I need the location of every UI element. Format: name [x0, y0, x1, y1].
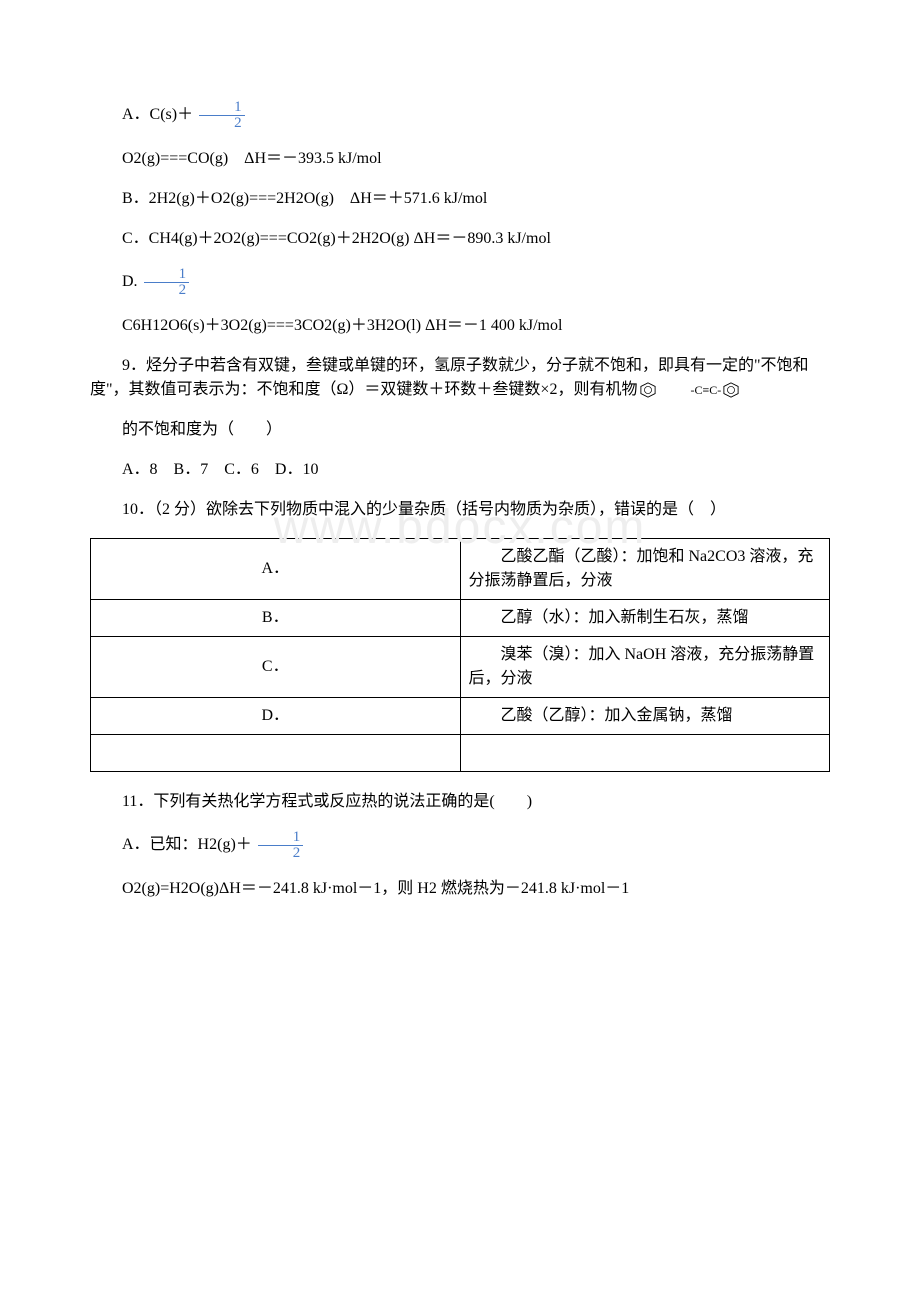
- option-label: A．: [91, 539, 461, 600]
- text: 10．（2 分）欲除去下列物质中混入的少量杂质（括号内物质为杂质），错误的是（ …: [122, 501, 726, 518]
- option-label: B．: [91, 600, 461, 637]
- text: C．CH4(g)＋2O2(g)===CO2(g)＋2H2O(g) ΔH＝－890…: [122, 230, 551, 247]
- q8-option-a-line2: O2(g)===CO(g) ΔH＝－393.5 kJ/mol: [90, 147, 830, 171]
- q8-option-b: B．2H2(g)＋O2(g)===2H2O(g) ΔH＝＋571.6 kJ/mo…: [90, 187, 830, 211]
- fraction-half: 1 2: [258, 830, 304, 861]
- fraction-half: 1 2: [199, 100, 245, 131]
- fraction-half: 1 2: [144, 267, 190, 298]
- text: C6H12O6(s)＋3O2(g)===3CO2(g)＋3H2O(l) ΔH＝－…: [122, 317, 562, 334]
- q10-stem: 10．（2 分）欲除去下列物质中混入的少量杂质（括号内物质为杂质），错误的是（ …: [90, 498, 830, 522]
- benzene-ring-icon: [722, 382, 740, 398]
- table-row: D． 乙酸（乙醇）：加入金属钠，蒸馏: [91, 698, 830, 735]
- benzene-ring-icon: [639, 382, 657, 398]
- structure-diphenylacetylene: -C≡C-: [639, 381, 740, 399]
- acetylene-bond: -C≡C-: [658, 381, 721, 399]
- option-desc: 乙醇（水）：加入新制生石灰，蒸馏: [460, 600, 830, 637]
- empty-cell: [460, 735, 830, 772]
- q8-option-d-line2: C6H12O6(s)＋3O2(g)===3CO2(g)＋3H2O(l) ΔH＝－…: [90, 314, 830, 338]
- q9-options: A．8 B．7 C．6 D．10: [90, 458, 830, 482]
- empty-cell: [91, 735, 461, 772]
- q11-option-a-line2: O2(g)=H2O(g)ΔH＝－241.8 kJ·mol－1，则 H2 燃烧热为…: [90, 877, 830, 901]
- q8-option-a-line1: A．C(s)＋ 1 2: [90, 100, 830, 131]
- text: O2(g)=H2O(g)ΔH＝－241.8 kJ·mol－1，则 H2 燃烧热为…: [122, 880, 629, 897]
- option-label: D．: [91, 698, 461, 735]
- option-desc: 乙酸乙酯（乙酸）：加饱和 Na2CO3 溶液，充分振荡静置后，分液: [460, 539, 830, 600]
- text: A．已知：H2(g)＋: [122, 836, 252, 853]
- text: D.: [122, 273, 138, 290]
- q9-stem: 9．烃分子中若含有双键，叁键或单键的环，氢原子数就少，分子就不饱和，即具有一定的…: [90, 354, 830, 402]
- table-row: A． 乙酸乙酯（乙酸）：加饱和 Na2CO3 溶液，充分振荡静置后，分液: [91, 539, 830, 600]
- text: A．C(s)＋: [122, 106, 193, 123]
- q8-option-c: C．CH4(g)＋2O2(g)===CO2(g)＋2H2O(g) ΔH＝－890…: [90, 227, 830, 251]
- text: B．2H2(g)＋O2(g)===2H2O(g) ΔH＝＋571.6 kJ/mo…: [122, 190, 487, 207]
- text: 的不饱和度为（ ）: [122, 421, 282, 438]
- text: A．8 B．7 C．6 D．10: [122, 461, 318, 478]
- table-row: B． 乙醇（水）：加入新制生石灰，蒸馏: [91, 600, 830, 637]
- table-row: C． 溴苯（溴）：加入 NaOH 溶液，充分振荡静置后，分液: [91, 637, 830, 698]
- q10-options-table: A． 乙酸乙酯（乙酸）：加饱和 Na2CO3 溶液，充分振荡静置后，分液 B． …: [90, 538, 830, 772]
- text: O2(g)===CO(g) ΔH＝－393.5 kJ/mol: [122, 150, 382, 167]
- q11-option-a-line1: A．已知：H2(g)＋ 1 2: [90, 830, 830, 861]
- option-desc: 溴苯（溴）：加入 NaOH 溶液，充分振荡静置后，分液: [460, 637, 830, 698]
- q11-stem: 11．下列有关热化学方程式或反应热的说法正确的是( ): [90, 790, 830, 814]
- table-row: [91, 735, 830, 772]
- q8-option-d-line1: D. 1 2: [90, 267, 830, 298]
- q9-tail: 的不饱和度为（ ）: [90, 418, 830, 442]
- text: 11．下列有关热化学方程式或反应热的说法正确的是( ): [122, 793, 532, 810]
- option-label: C．: [91, 637, 461, 698]
- option-desc: 乙酸（乙醇）：加入金属钠，蒸馏: [460, 698, 830, 735]
